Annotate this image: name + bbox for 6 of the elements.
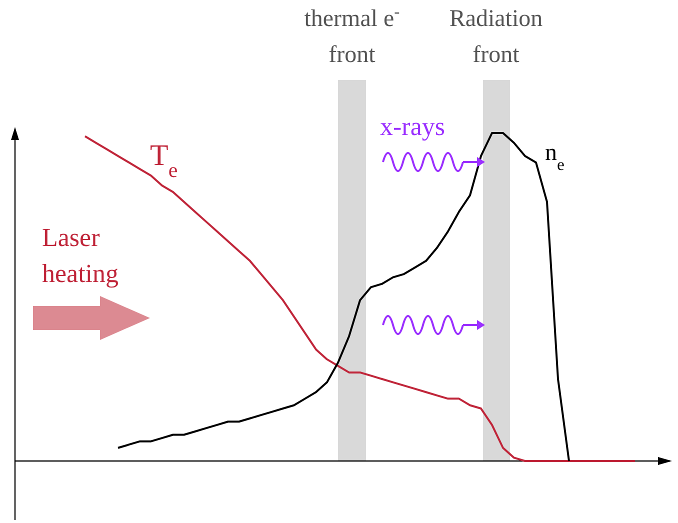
- series-label: n$_{e}$: [545, 140, 564, 174]
- text: thermal e$^{-}$ front: [304, 2, 400, 68]
- series-label: T$_{e}$: [150, 139, 178, 182]
- text: Radiation front: [449, 6, 543, 68]
- annotation: Laser heating: [42, 223, 119, 288]
- annotation: x-rays: [380, 112, 445, 141]
